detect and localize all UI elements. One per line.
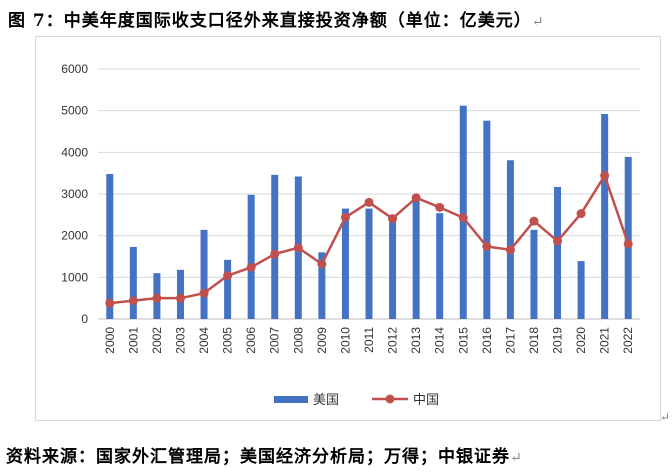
bar-us-2016 — [483, 120, 491, 320]
bar-us-2022 — [624, 156, 632, 319]
point-china-2016 — [482, 242, 492, 251]
china-line — [105, 171, 633, 308]
x-tick-label: 2015 — [456, 327, 470, 354]
point-china-2004 — [199, 288, 209, 298]
bar-us-2010 — [341, 208, 349, 319]
y-axis-ticks: 0 1000 2000 3000 4000 5000 6000 — [61, 62, 88, 326]
bar-us-2015 — [459, 105, 467, 320]
x-tick-label: 2007 — [268, 327, 282, 354]
point-china-2011 — [364, 197, 374, 207]
chart-frame: 0 1000 2000 3000 4000 5000 6000 2000 2001 2002 20… — [35, 36, 661, 421]
us-bars — [106, 105, 632, 320]
x-tick-label: 2012 — [386, 327, 400, 354]
y-tick-label: 4000 — [61, 145, 88, 159]
bar-us-2005 — [224, 259, 232, 319]
bar-us-2001 — [129, 246, 137, 319]
x-tick-label: 2018 — [527, 327, 541, 354]
x-tick-label: 2004 — [197, 327, 211, 354]
x-tick-label: 2020 — [574, 327, 588, 354]
x-tick-label: 2019 — [551, 327, 565, 354]
bar-us-2004 — [200, 229, 208, 319]
bar-us-2017 — [506, 160, 514, 319]
legend-label-china: 中国 — [413, 393, 439, 408]
bar-us-2020 — [577, 261, 585, 319]
y-tick-label: 2000 — [61, 229, 88, 243]
point-china-2012 — [388, 214, 398, 224]
x-tick-label: 2010 — [338, 327, 352, 354]
point-china-2010 — [340, 212, 350, 222]
point-china-2013 — [411, 193, 421, 203]
x-tick-label: 2021 — [598, 327, 612, 354]
point-china-2009 — [317, 259, 327, 269]
point-china-2014 — [435, 202, 445, 212]
x-tick-label: 2006 — [244, 327, 258, 354]
point-china-2003 — [175, 293, 185, 303]
point-china-2005 — [223, 271, 233, 281]
x-axis-ticks: 2000 2001 2002 2003 2004 2005 2006 2007 2008 2009… — [103, 327, 635, 354]
x-tick-label: 2011 — [362, 327, 376, 353]
x-tick-label: 2022 — [621, 327, 635, 354]
y-tick-label: 6000 — [61, 62, 88, 76]
figure-source: 资料来源：国家外汇管理局；美国经济分析局；万得；中银证券↵ — [6, 442, 666, 468]
x-tick-label: 2001 — [126, 327, 140, 354]
point-china-2018 — [529, 216, 539, 226]
bar-us-2021 — [601, 114, 609, 319]
y-tick-label: 3000 — [61, 187, 88, 201]
point-china-2015 — [458, 213, 468, 223]
y-tick-label: 1000 — [61, 270, 88, 284]
bar-us-2014 — [436, 213, 444, 319]
bar-us-2019 — [554, 186, 562, 319]
x-tick-label: 2013 — [409, 327, 423, 354]
x-tick-label: 2017 — [503, 327, 517, 354]
point-china-2017 — [505, 245, 515, 255]
x-tick-label: 2016 — [480, 327, 494, 354]
legend-swatch-us — [274, 396, 308, 403]
x-tick-label: 2000 — [103, 327, 117, 354]
point-china-2000 — [105, 298, 115, 308]
x-tick-label: 2009 — [315, 327, 329, 354]
point-china-2001 — [128, 296, 138, 306]
point-china-2007 — [270, 249, 280, 259]
y-tick-label: 0 — [81, 312, 88, 326]
bar-us-2018 — [530, 229, 538, 319]
legend-marker-china — [385, 394, 395, 404]
paragraph-mark-icon: ↵ — [531, 14, 545, 30]
x-tick-label: 2005 — [221, 327, 235, 354]
figure-title: 图 7：中美年度国际收支口径外来直接投资净额（单位：亿美元）↵ — [8, 6, 658, 31]
paragraph-end-icon: ↵ — [660, 410, 671, 424]
x-tick-label: 2003 — [173, 327, 187, 354]
legend-label-us: 美国 — [313, 393, 339, 408]
bar-us-2011 — [365, 208, 373, 319]
point-china-2019 — [553, 236, 563, 246]
x-tick-label: 2002 — [150, 327, 164, 354]
x-tick-label: 2014 — [433, 327, 447, 354]
point-china-2006 — [246, 262, 256, 272]
bar-us-2012 — [389, 215, 397, 319]
y-tick-label: 5000 — [61, 104, 88, 118]
point-china-2022 — [623, 239, 633, 249]
point-china-2020 — [576, 209, 586, 219]
paragraph-mark-icon: ↵ — [510, 450, 523, 466]
bar-us-2006 — [247, 194, 255, 319]
figure-source-text: 资料来源：国家外汇管理局；美国经济分析局；万得；中银证券 — [6, 447, 510, 467]
bar-us-2009 — [318, 252, 326, 319]
bar-us-2000 — [106, 174, 114, 319]
point-china-2002 — [152, 293, 162, 303]
point-china-2008 — [293, 243, 303, 253]
bar-us-2013 — [412, 198, 420, 319]
x-tick-label: 2008 — [291, 327, 305, 354]
bar-us-2007 — [271, 174, 279, 319]
point-china-2021 — [600, 171, 610, 181]
legend: 美国 中国 — [274, 393, 439, 408]
figure-title-text: 图 7：中美年度国际收支口径外来直接投资净额（单位：亿美元） — [8, 11, 532, 31]
